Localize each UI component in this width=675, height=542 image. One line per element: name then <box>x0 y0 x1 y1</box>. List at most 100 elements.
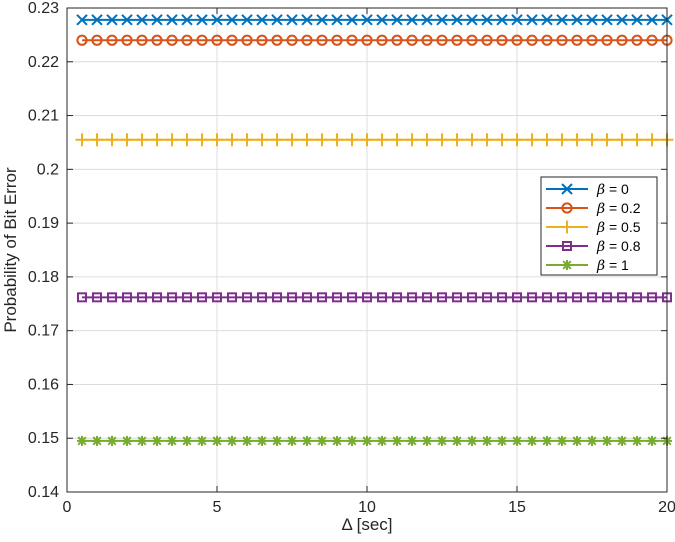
data-point <box>481 14 493 26</box>
data-point <box>106 14 118 26</box>
data-point <box>572 292 582 303</box>
data-point <box>497 435 507 446</box>
data-point <box>647 435 657 446</box>
data-point <box>361 34 373 46</box>
data-point <box>527 435 537 446</box>
data-point <box>92 435 102 446</box>
data-point <box>347 435 357 446</box>
data-point <box>406 14 418 26</box>
data-point <box>317 292 327 303</box>
data-point <box>167 435 177 446</box>
data-point <box>572 435 582 446</box>
data-point <box>166 34 178 46</box>
series-3 <box>75 133 674 147</box>
data-point <box>482 435 492 446</box>
data-point <box>300 133 314 147</box>
data-point <box>602 435 612 446</box>
data-point <box>646 14 658 26</box>
data-point <box>360 133 374 147</box>
data-point <box>346 14 358 26</box>
data-point <box>571 14 583 26</box>
y-tick-label: 0.15 <box>28 430 59 447</box>
axis-ticks: 0 5 10 15 20 0.14 0.15 0.16 0.17 0.18 0.19 0.2 0.21 0… <box>28 0 675 516</box>
y-tick-label: 0.16 <box>28 376 59 393</box>
series-layer <box>75 14 674 446</box>
x-tick-label: 0 <box>63 499 72 516</box>
data-point <box>436 14 448 26</box>
data-point <box>586 14 598 26</box>
data-point <box>211 34 223 46</box>
data-point <box>272 292 282 303</box>
data-point <box>225 133 239 147</box>
data-point <box>391 14 403 26</box>
data-point <box>316 14 328 26</box>
data-point <box>256 14 268 26</box>
data-point <box>122 292 132 303</box>
data-point <box>556 34 568 46</box>
data-point <box>406 34 418 46</box>
data-point <box>332 435 342 446</box>
data-point <box>257 435 267 446</box>
data-point <box>452 435 462 446</box>
data-point <box>585 133 599 147</box>
data-point <box>107 292 117 303</box>
data-point <box>525 133 539 147</box>
data-point <box>90 133 104 147</box>
data-point <box>602 292 612 303</box>
data-point <box>437 292 447 303</box>
data-point <box>630 133 644 147</box>
data-point <box>180 133 194 147</box>
data-point <box>541 14 553 26</box>
data-point <box>332 292 342 303</box>
data-point <box>422 292 432 303</box>
data-point <box>617 435 627 446</box>
data-point <box>616 14 628 26</box>
data-point <box>301 14 313 26</box>
data-point <box>542 292 552 303</box>
data-point <box>77 435 87 446</box>
series-2 <box>76 34 673 46</box>
data-point <box>601 34 613 46</box>
legend-label: β = 0 <box>596 181 629 198</box>
data-point <box>390 133 404 147</box>
data-point <box>587 292 597 303</box>
x-axis-label: Δ [sec] <box>341 515 392 534</box>
data-point <box>197 292 207 303</box>
data-point <box>166 14 178 26</box>
legend-label: β = 1 <box>596 257 629 274</box>
data-point <box>512 435 522 446</box>
data-point <box>76 14 88 26</box>
data-point <box>527 292 537 303</box>
data-point <box>302 292 312 303</box>
data-point <box>616 34 628 46</box>
data-point <box>91 14 103 26</box>
legend-beta-value: = 0 <box>605 181 629 197</box>
data-point <box>451 34 463 46</box>
data-point <box>195 133 209 147</box>
data-point <box>450 133 464 147</box>
data-point <box>272 435 282 446</box>
data-point <box>420 133 434 147</box>
data-point <box>511 34 523 46</box>
data-point <box>136 34 148 46</box>
data-point <box>466 34 478 46</box>
data-point <box>181 14 193 26</box>
data-point <box>271 14 283 26</box>
legend-beta-symbol: β <box>596 182 605 198</box>
legend-label: β = 0.2 <box>596 200 641 217</box>
data-point <box>586 34 598 46</box>
data-point <box>556 14 568 26</box>
legend-beta-symbol: β <box>596 201 605 217</box>
data-point <box>120 133 134 147</box>
data-point <box>466 14 478 26</box>
data-point <box>182 292 192 303</box>
data-point <box>570 133 584 147</box>
data-point <box>345 133 359 147</box>
data-point <box>287 292 297 303</box>
data-point <box>376 14 388 26</box>
y-tick-label: 0.19 <box>28 215 59 232</box>
legend-item: β = 0 <box>546 181 629 198</box>
legend-beta-symbol: β <box>596 239 605 255</box>
legend: β = 0β = 0.2β = 0.5β = 0.8β = 1 <box>540 176 658 276</box>
data-point <box>496 14 508 26</box>
